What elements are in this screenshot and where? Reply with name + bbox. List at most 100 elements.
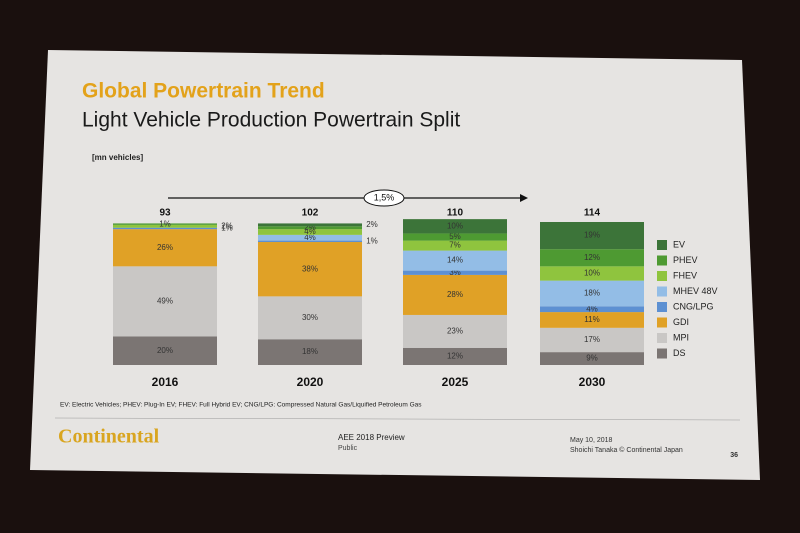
segment-label: 11%	[584, 315, 599, 324]
page-number: 36	[730, 452, 738, 459]
segment-label: 38%	[302, 264, 318, 273]
legend-swatch	[657, 271, 667, 281]
subtitle: Light Vehicle Production Powertrain Spli…	[82, 109, 460, 132]
event: AEE 2018 Preview	[338, 433, 405, 442]
bar-segment	[540, 312, 644, 328]
segment-label: 7%	[449, 241, 461, 250]
bar-segment	[540, 280, 644, 307]
segment-label: 1%	[159, 219, 171, 228]
segment-label: 1%	[366, 236, 378, 245]
bar-segment	[540, 327, 644, 353]
legend-label: CNG/LPG	[673, 301, 714, 311]
segment-label: 10%	[584, 269, 600, 278]
bar-segment	[258, 240, 362, 243]
segment-label: 17%	[584, 335, 600, 344]
cagr: 1,5%	[374, 192, 395, 202]
footnote: EV: Electric Vehicles; PHEV: Plug-In EV;…	[60, 402, 422, 409]
legend-label: EV	[673, 239, 685, 249]
segment-label: 18%	[584, 289, 600, 298]
segment-label: 4%	[586, 304, 598, 313]
bar-segment	[113, 336, 217, 365]
bar-segment	[258, 229, 362, 235]
bar-segment	[403, 219, 507, 234]
legend-label: MHEV 48V	[673, 286, 718, 296]
bar-segment	[540, 306, 644, 313]
bar-segment	[258, 223, 362, 227]
segment-label: 20%	[157, 346, 173, 355]
category-label: 2025	[442, 375, 469, 389]
legend-label: PHEV	[673, 255, 698, 265]
bar-segment	[113, 224, 217, 228]
segment-label: 14%	[447, 256, 463, 265]
segment-label: 30%	[302, 313, 318, 322]
bar-segment	[540, 266, 644, 281]
legend-swatch	[657, 286, 667, 297]
total-label: 110	[447, 208, 464, 219]
segment-label: 2%	[221, 221, 233, 230]
bar-segment	[403, 270, 507, 275]
legend-swatch	[657, 255, 667, 266]
logo: Continental	[58, 426, 160, 448]
legend-swatch	[657, 348, 667, 359]
bar-segment	[258, 339, 362, 365]
footer-rule	[54, 417, 741, 421]
bar-segment	[540, 352, 644, 365]
bar-segment	[403, 347, 507, 365]
cagr-badge	[363, 189, 405, 207]
legend-label: GDI	[673, 317, 689, 327]
total-label: 114	[584, 208, 601, 219]
segment-label: 3%	[449, 268, 461, 277]
segment-label: 23%	[447, 327, 463, 336]
bar-segment	[113, 266, 217, 337]
segment-label: 4%	[304, 233, 316, 242]
author: Shoichi Tanaka © Continental Japan	[570, 446, 683, 454]
bar-segment	[258, 226, 362, 230]
segment-label: 4%	[304, 227, 316, 236]
date: May 10, 2018	[570, 437, 613, 444]
segment-label: 12%	[447, 352, 463, 361]
segment-label: 49%	[157, 296, 173, 305]
segment-label: 10%	[447, 221, 463, 230]
segment-label: 9%	[586, 354, 598, 363]
segment-label: 2%	[304, 223, 316, 232]
segment-label: 26%	[157, 243, 173, 252]
segment-label: 1%	[221, 224, 233, 233]
segment-label: 28%	[447, 290, 463, 299]
bar-segment	[258, 296, 362, 340]
legend-swatch	[657, 333, 667, 343]
bar-segment	[403, 314, 507, 348]
legend-label: MPI	[673, 332, 689, 342]
bar-segment	[403, 233, 507, 241]
bar-segment	[540, 222, 644, 250]
bar-segment	[403, 274, 507, 315]
bar-segment	[113, 229, 217, 267]
category-label: 2020	[297, 375, 324, 389]
legend-label: DS	[673, 348, 686, 358]
segment-label: 5%	[449, 232, 461, 241]
category-label: 2030	[579, 375, 606, 389]
total-label: 93	[159, 208, 171, 219]
legend-swatch	[657, 317, 667, 328]
bar-segment	[403, 250, 507, 271]
bar-segment	[113, 227, 217, 230]
arrow-head	[520, 194, 528, 202]
segment-label: 18%	[302, 347, 318, 356]
segment-label: 19%	[584, 231, 600, 240]
bar-segment	[258, 234, 362, 241]
legend-label: FHEV	[673, 270, 697, 280]
bar-segment	[540, 249, 644, 267]
bar-segment	[258, 242, 362, 297]
segment-label: 2%	[366, 220, 378, 229]
segment-label: 12%	[584, 253, 600, 262]
legend-swatch	[657, 240, 667, 250]
bar-segment	[403, 240, 507, 251]
classification: Public	[338, 445, 358, 452]
slide	[30, 50, 760, 480]
title: Global Powertrain Trend	[82, 80, 325, 103]
category-label: 2016	[152, 375, 179, 389]
total-label: 102	[302, 208, 319, 219]
unit: [mn vehicles]	[92, 153, 143, 162]
bar-segment	[113, 223, 217, 225]
